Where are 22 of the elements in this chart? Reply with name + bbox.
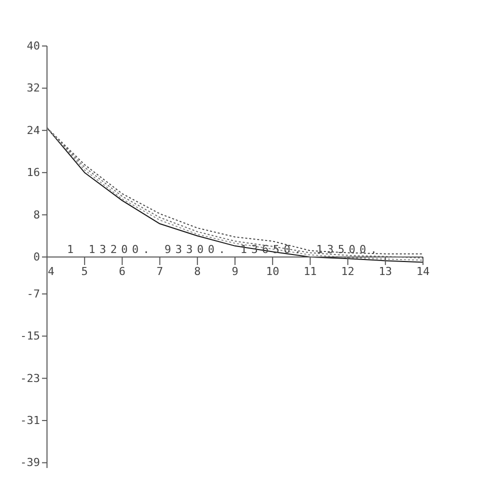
y-tick-label: 0 bbox=[33, 250, 40, 264]
x-tick-label: 14 bbox=[416, 265, 430, 278]
x-tick-label: 13 bbox=[378, 265, 392, 278]
x-tick-label: 12 bbox=[341, 265, 354, 278]
y-tick-label: 8 bbox=[33, 208, 40, 222]
y-tick-label: -23 bbox=[20, 372, 40, 385]
x-tick-label: 11 bbox=[304, 265, 317, 278]
x-tick-label: 6 bbox=[118, 265, 126, 278]
y-tick-label: -7 bbox=[26, 287, 40, 300]
y-tick-label: 24 bbox=[26, 124, 40, 137]
y-tick-label: 32 bbox=[26, 82, 40, 95]
y-tick-label: -15 bbox=[20, 330, 40, 343]
y-tick-label: 16 bbox=[26, 166, 40, 180]
x-tick-label: 7 bbox=[156, 265, 164, 278]
x-tick-label: 5 bbox=[81, 265, 88, 278]
x-tick-label: 9 bbox=[232, 265, 238, 278]
x-tick-label: 4 bbox=[48, 265, 55, 278]
x-tick-label: 8 bbox=[194, 265, 201, 278]
y-tick-label: 40 bbox=[26, 40, 40, 52]
y-tick-label: -39 bbox=[20, 456, 40, 470]
x-tick-label: 10 bbox=[266, 265, 280, 278]
y-tick-label: -31 bbox=[20, 414, 40, 428]
